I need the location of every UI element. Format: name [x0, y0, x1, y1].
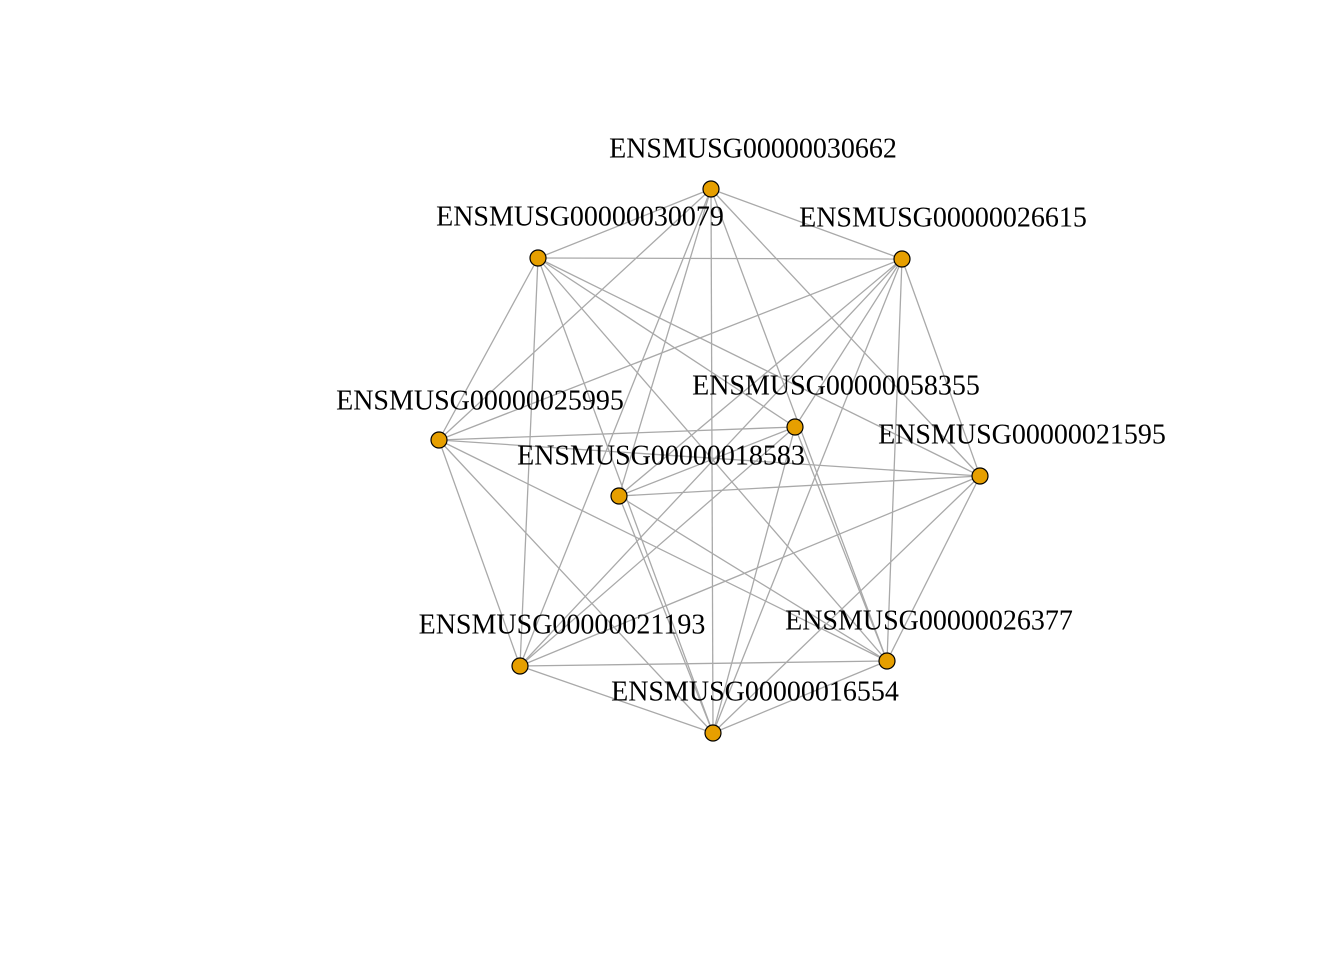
- edge-ENSMUSG00000030662-ENSMUSG00000021193: [519, 188, 712, 667]
- node-label-ENSMUSG00000021193: ENSMUSG00000021193: [419, 610, 706, 641]
- node-ENSMUSG00000018583: [610, 487, 628, 505]
- edge-ENSMUSG00000058355-ENSMUSG00000026377: [794, 426, 888, 662]
- node-ENSMUSG00000016554: [704, 724, 722, 742]
- edge-ENSMUSG00000030662-ENSMUSG00000021595: [710, 188, 981, 477]
- edge-ENSMUSG00000025995-ENSMUSG00000026377: [438, 439, 888, 662]
- edge-ENSMUSG00000030662-ENSMUSG00000025995: [438, 188, 712, 441]
- node-ENSMUSG00000021193: [511, 657, 529, 675]
- node-ENSMUSG00000058355: [786, 418, 804, 436]
- node-label-ENSMUSG00000030079: ENSMUSG00000030079: [436, 202, 724, 233]
- edge-ENSMUSG00000030662-ENSMUSG00000026615: [710, 188, 903, 260]
- edge-ENSMUSG00000018583-ENSMUSG00000016554: [618, 495, 714, 734]
- node-label-ENSMUSG00000026615: ENSMUSG00000026615: [799, 203, 1087, 234]
- node-ENSMUSG00000030662: [702, 180, 720, 198]
- edge-ENSMUSG00000026615-ENSMUSG00000025995: [438, 258, 903, 441]
- edge-ENSMUSG00000026377-ENSMUSG00000016554: [712, 660, 888, 734]
- edge-ENSMUSG00000025995-ENSMUSG00000058355: [438, 426, 796, 441]
- edge-ENSMUSG00000030662-ENSMUSG00000018583: [618, 188, 712, 497]
- node-label-ENSMUSG00000026377: ENSMUSG00000026377: [785, 606, 1073, 637]
- edge-ENSMUSG00000021595-ENSMUSG00000021193: [519, 475, 981, 667]
- node-ENSMUSG00000021595: [971, 467, 989, 485]
- edge-ENSMUSG00000058355-ENSMUSG00000021193: [519, 426, 796, 667]
- edge-ENSMUSG00000030662-ENSMUSG00000030079: [537, 188, 712, 259]
- edge-ENSMUSG00000025995-ENSMUSG00000016554: [438, 439, 714, 734]
- edge-ENSMUSG00000026615-ENSMUSG00000026377: [886, 258, 903, 662]
- node-ENSMUSG00000030079: [529, 249, 547, 267]
- edge-ENSMUSG00000030079-ENSMUSG00000058355: [537, 257, 796, 428]
- edge-ENSMUSG00000030079-ENSMUSG00000021193: [519, 257, 539, 667]
- edge-ENSMUSG00000058355-ENSMUSG00000016554: [712, 426, 796, 734]
- edge-ENSMUSG00000030079-ENSMUSG00000021595: [537, 257, 981, 477]
- node-ENSMUSG00000026615: [893, 250, 911, 268]
- edge-ENSMUSG00000026615-ENSMUSG00000021595: [901, 258, 981, 477]
- edge-ENSMUSG00000021595-ENSMUSG00000018583: [618, 475, 981, 497]
- edge-ENSMUSG00000021193-ENSMUSG00000016554: [519, 665, 714, 734]
- edge-ENSMUSG00000021595-ENSMUSG00000026377: [886, 475, 981, 662]
- node-ENSMUSG00000025995: [430, 431, 448, 449]
- edge-ENSMUSG00000030079-ENSMUSG00000026615: [537, 257, 903, 260]
- edge-ENSMUSG00000025995-ENSMUSG00000021193: [438, 439, 521, 667]
- edge-ENSMUSG00000018583-ENSMUSG00000026377: [618, 495, 888, 662]
- node-label-ENSMUSG00000030662: ENSMUSG00000030662: [609, 134, 897, 165]
- node-label-ENSMUSG00000018583: ENSMUSG00000018583: [517, 441, 805, 472]
- edge-ENSMUSG00000021193-ENSMUSG00000026377: [519, 660, 888, 667]
- edge-ENSMUSG00000026615-ENSMUSG00000018583: [618, 258, 903, 497]
- node-ENSMUSG00000026377: [878, 652, 896, 670]
- edge-ENSMUSG00000026615-ENSMUSG00000016554: [712, 258, 903, 734]
- edge-ENSMUSG00000025995-ENSMUSG00000021595: [438, 439, 981, 477]
- labels-layer: ENSMUSG00000030662 ENSMUSG00000030079 ENSM…: [336, 134, 1166, 708]
- edge-ENSMUSG00000058355-ENSMUSG00000018583: [618, 426, 796, 497]
- edge-ENSMUSG00000026615-ENSMUSG00000021193: [519, 258, 903, 667]
- node-label-ENSMUSG00000025995: ENSMUSG00000025995: [336, 386, 624, 417]
- node-label-ENSMUSG00000021595: ENSMUSG00000021595: [878, 420, 1166, 451]
- edge-ENSMUSG00000021595-ENSMUSG00000016554: [712, 475, 981, 734]
- node-label-ENSMUSG00000016554: ENSMUSG00000016554: [611, 677, 899, 708]
- edge-ENSMUSG00000026615-ENSMUSG00000058355: [794, 258, 903, 428]
- nodes-layer: [430, 180, 989, 742]
- node-label-ENSMUSG00000058355: ENSMUSG00000058355: [692, 371, 980, 402]
- edge-ENSMUSG00000030079-ENSMUSG00000025995: [438, 257, 539, 441]
